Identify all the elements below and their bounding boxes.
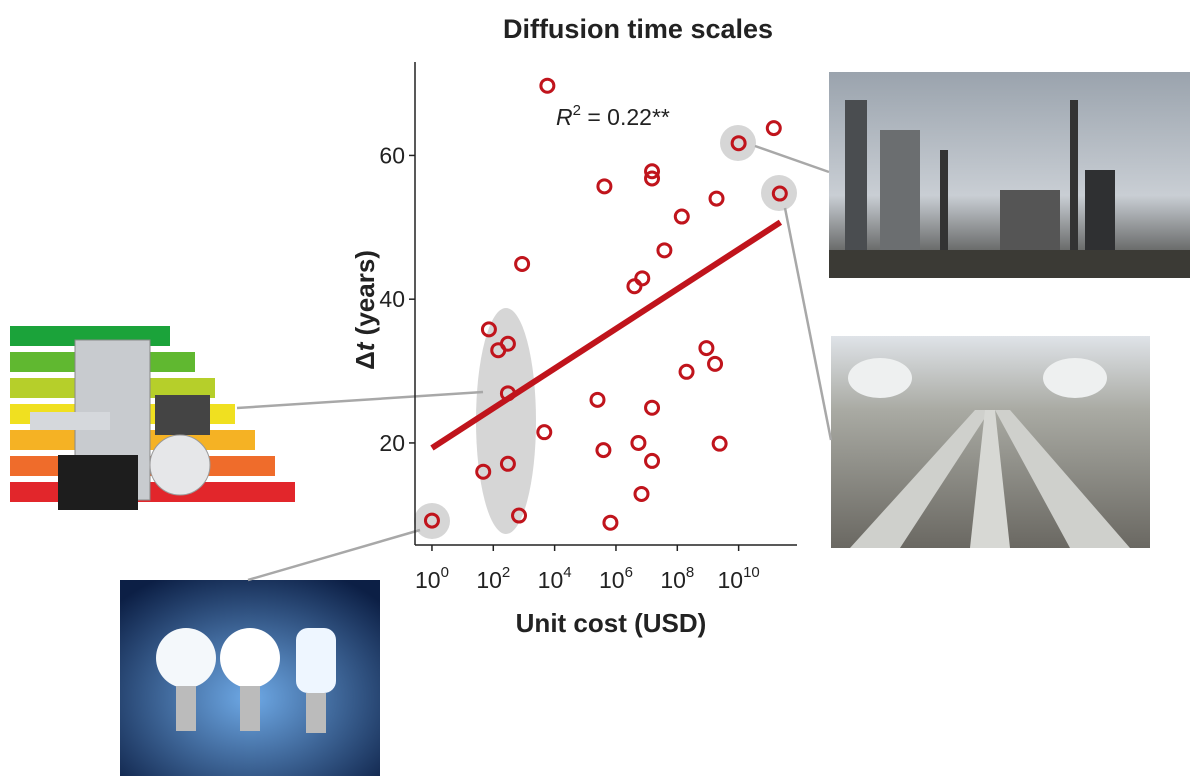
- y-label-symbol: Δ: [350, 351, 380, 370]
- point: [597, 444, 610, 457]
- x-tick-exponent: 6: [625, 564, 633, 581]
- x-tick-label: 102: [476, 564, 510, 593]
- point: [636, 272, 649, 285]
- point: [591, 393, 604, 406]
- point: [646, 401, 659, 414]
- point: [541, 79, 554, 92]
- x-tick-base: 10: [415, 567, 441, 593]
- y-label-text: (years): [350, 250, 380, 343]
- point: [709, 357, 722, 370]
- x-tick-base: 10: [538, 567, 564, 593]
- x-tick-exponent: 10: [743, 564, 760, 581]
- energy-label-photo: [10, 326, 295, 510]
- x-tick-label: 108: [660, 564, 694, 593]
- point: [700, 342, 713, 355]
- x-axis-label: Unit cost (USD): [516, 608, 707, 638]
- annotation: R2 = 0.22**: [556, 102, 670, 130]
- x-tick-label: 106: [599, 564, 633, 593]
- x-tick-exponent: 8: [686, 564, 694, 581]
- x-tick-label: 1010: [717, 564, 759, 593]
- x-tick-exponent: 2: [502, 564, 510, 581]
- point: [598, 180, 611, 193]
- point: [635, 487, 648, 500]
- annotation-exponent: 2: [573, 102, 581, 119]
- refinery-photo: [829, 72, 1190, 278]
- point: [658, 244, 671, 257]
- x-tick-exponent: 4: [563, 564, 571, 581]
- point: [713, 437, 726, 450]
- point: [604, 516, 617, 529]
- x-tick-base: 10: [717, 567, 743, 593]
- x-tick-base: 10: [660, 567, 686, 593]
- point: [632, 436, 645, 449]
- chart: Diffusion time scales Unit cost (USD) Δt…: [0, 0, 1190, 776]
- pipeline-photo: [831, 336, 1150, 548]
- light-bulb-photo: [120, 580, 380, 776]
- x-tick-base: 10: [599, 567, 625, 593]
- point: [516, 257, 529, 270]
- point: [646, 454, 659, 467]
- y-tick-label: 60: [379, 142, 405, 168]
- annotation-text: = 0.22**: [581, 104, 670, 130]
- point: [710, 192, 723, 205]
- x-tick-label: 104: [538, 564, 572, 593]
- point: [538, 426, 551, 439]
- x-tick-base: 10: [476, 567, 502, 593]
- y-tick-label: 40: [379, 286, 405, 312]
- point: [680, 365, 693, 378]
- point: [675, 210, 688, 223]
- point: [767, 122, 780, 135]
- y-axis-label: Δt (years): [350, 250, 380, 370]
- x-tick-label: 100: [415, 564, 449, 593]
- y-tick-label: 20: [379, 430, 405, 456]
- connectors: [237, 146, 831, 580]
- annotation-symbol: R: [556, 104, 573, 130]
- x-tick-exponent: 0: [441, 564, 449, 581]
- point: [628, 280, 641, 293]
- chart-title: Diffusion time scales: [503, 14, 773, 44]
